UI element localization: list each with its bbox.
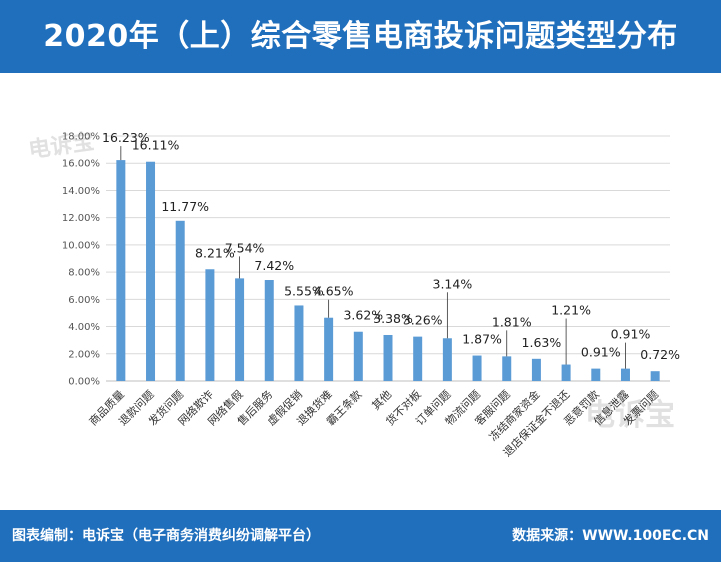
y-tick-label: 0.00% bbox=[68, 377, 100, 388]
footer-credit: 图表编制：电诉宝（电子商务消费纠纷调解平台） bbox=[12, 528, 320, 544]
header-bar: 2020年（上）综合零售电商投诉问题类型分布 bbox=[0, 0, 721, 73]
y-tick-label: 14.00% bbox=[62, 186, 100, 197]
bar bbox=[561, 364, 571, 381]
data-label: 7.42% bbox=[254, 258, 294, 273]
data-label: 0.91% bbox=[581, 345, 621, 360]
bar bbox=[383, 334, 393, 381]
bar bbox=[620, 368, 630, 381]
data-label: 0.91% bbox=[611, 327, 651, 342]
bar bbox=[146, 161, 156, 381]
data-label: 1.63% bbox=[522, 335, 562, 350]
y-tick-label: 4.00% bbox=[68, 322, 100, 333]
data-label: 4.65% bbox=[314, 284, 354, 299]
bar bbox=[502, 356, 512, 381]
y-tick-label: 12.00% bbox=[62, 213, 100, 224]
y-tick-label: 8.00% bbox=[68, 268, 100, 279]
data-label: 7.54% bbox=[225, 240, 265, 255]
bar bbox=[175, 220, 185, 381]
bar bbox=[591, 368, 601, 381]
data-label: 11.77% bbox=[161, 199, 209, 214]
category-label: 其他 bbox=[369, 388, 394, 413]
data-label: 1.21% bbox=[551, 303, 591, 318]
footer-bar: 图表编制：电诉宝（电子商务消费纠纷调解平台） 数据来源：WWW.100EC.CN bbox=[0, 510, 721, 562]
watermark-logo-bottom: 电诉宝 bbox=[585, 390, 675, 434]
data-label: 3.38% bbox=[373, 311, 413, 326]
data-label: 16.23% bbox=[102, 130, 150, 145]
y-tick-label: 2.00% bbox=[68, 349, 100, 360]
data-label: 0.72% bbox=[640, 347, 680, 362]
bar bbox=[650, 371, 660, 381]
data-label: 5.55% bbox=[284, 283, 324, 298]
data-label: 1.81% bbox=[492, 314, 532, 329]
y-tick-label: 16.00% bbox=[62, 159, 100, 170]
bar bbox=[205, 269, 215, 381]
y-tick-label: 18.00% bbox=[62, 132, 100, 143]
data-label: 3.14% bbox=[433, 276, 473, 291]
bar bbox=[235, 278, 245, 381]
bar bbox=[294, 305, 304, 381]
y-tick-label: 6.00% bbox=[68, 295, 100, 306]
bar bbox=[531, 358, 541, 381]
data-label: 16.11% bbox=[132, 138, 180, 153]
data-label: 8.21% bbox=[195, 245, 235, 260]
data-label: 1.87% bbox=[462, 332, 502, 347]
bar bbox=[442, 338, 452, 381]
bar-chart: 0.00% 2.00% 4.00% 6.00% 8.00% 10.00% 12.00% 14.… bbox=[62, 130, 680, 459]
watermark-logo-text-bottom: 电诉宝 bbox=[585, 398, 675, 433]
bar bbox=[472, 355, 482, 381]
bar bbox=[324, 317, 334, 381]
data-label: 3.26% bbox=[403, 313, 443, 328]
footer-source: 数据来源：WWW.100EC.CN bbox=[512, 528, 709, 544]
page-title: 2020年（上）综合零售电商投诉问题类型分布 bbox=[43, 19, 678, 54]
y-tick-label: 10.00% bbox=[62, 240, 100, 251]
bar bbox=[116, 160, 126, 381]
bar bbox=[353, 331, 363, 381]
bar bbox=[413, 336, 423, 381]
data-label: 3.62% bbox=[343, 308, 383, 323]
bar bbox=[264, 280, 274, 381]
